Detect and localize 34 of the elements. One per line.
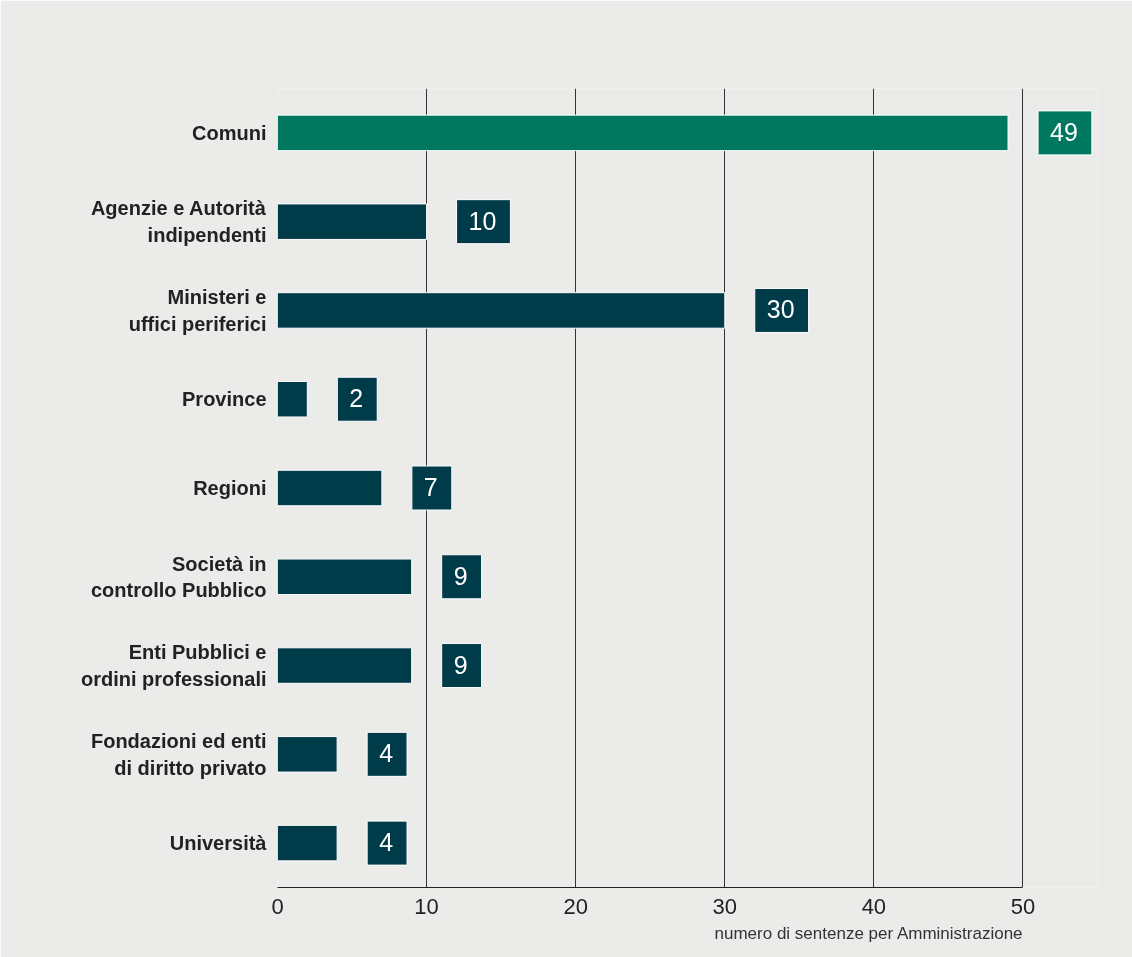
bar (277, 380, 308, 418)
bar (277, 647, 413, 684)
data-label: 30 (766, 295, 795, 324)
bar (277, 292, 726, 329)
data-label: 4 (379, 739, 394, 768)
x-tick-label: 0 (271, 893, 284, 919)
x-tick-label: 10 (414, 893, 439, 919)
data-label: 9 (453, 561, 468, 590)
data-label: 10 (468, 206, 497, 235)
x-axis-title: numero di sentenze per Amministrazione (714, 923, 1023, 943)
y-tick-label: Agenzie e Autorità indipendenti (90, 197, 267, 246)
bar (277, 469, 383, 507)
y-tick-label: Regioni (193, 477, 267, 499)
bar (277, 558, 413, 596)
y-tick-label: Ministeri e uffici periferici (128, 286, 267, 335)
y-tick-label: Enti Pubblici e ordini professionali (80, 641, 267, 690)
x-tick-label: 40 (861, 893, 887, 919)
bar (277, 736, 338, 773)
data-label: 4 (379, 828, 394, 857)
y-tick-label: Università (169, 832, 268, 855)
y-tick-label: Società in controllo Pubblico (90, 552, 267, 601)
y-tick-label: Fondazioni ed enti di diritto privato (90, 730, 267, 779)
bar (277, 114, 1009, 152)
y-tick-label: Comuni (192, 121, 267, 144)
data-label: 49 (1050, 117, 1078, 146)
x-tick-label: 50 (1010, 893, 1036, 919)
data-label: 7 (423, 473, 438, 501)
data-label: 2 (349, 384, 364, 413)
x-tick-label: 30 (712, 893, 738, 919)
y-tick-label: Province (182, 388, 267, 411)
bar (277, 203, 428, 240)
bar (277, 824, 338, 862)
x-tick-label: 20 (563, 893, 588, 919)
data-label: 9 (453, 650, 468, 679)
